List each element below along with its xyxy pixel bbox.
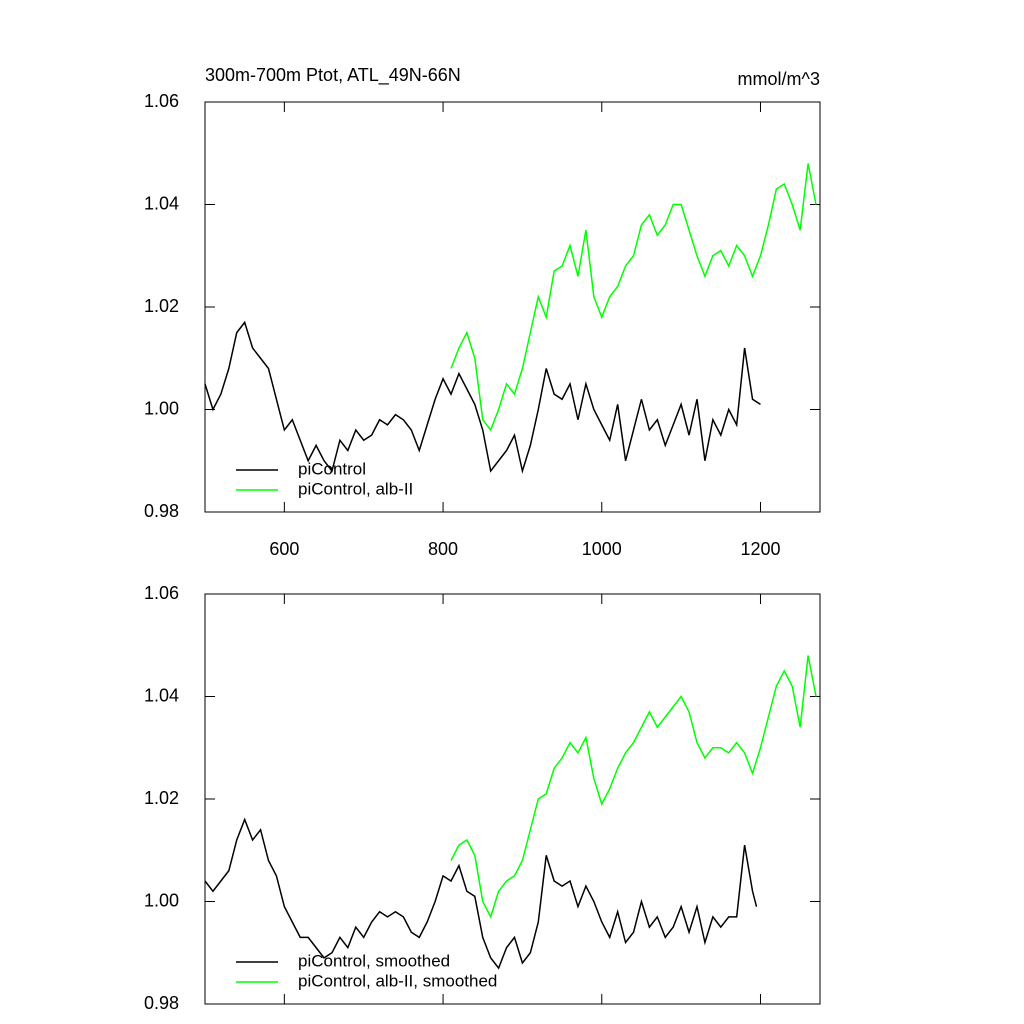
y-tick-label: 1.04 (144, 685, 179, 705)
data-line (450, 163, 817, 432)
legend-label: piControl (298, 459, 366, 478)
y-tick-label: 1.02 (144, 296, 179, 316)
x-tick-label: 1200 (740, 539, 780, 559)
legend-label: piControl, alb-II (298, 479, 413, 498)
y-tick-label: 1.06 (144, 583, 179, 603)
data-line (204, 817, 758, 970)
unit-label: mmol/m^3 (738, 69, 820, 89)
plot-frame (204, 101, 821, 513)
legend-label: piControl, alb-II, smoothed (298, 971, 497, 990)
y-tick-label: 1.00 (144, 398, 179, 418)
x-tick-label: 1000 (582, 539, 622, 559)
y-tick-label: 0.98 (144, 501, 179, 521)
y-tick-label: 0.98 (144, 993, 179, 1013)
x-tick-label: 800 (428, 539, 458, 559)
y-tick-label: 1.00 (144, 890, 179, 910)
chart-title: 300m-700m Ptot, ATL_49N-66N (205, 65, 461, 86)
y-tick-label: 1.06 (144, 91, 179, 111)
data-line (450, 655, 817, 919)
legend-label: piControl, smoothed (298, 951, 450, 970)
plot-frame (204, 593, 821, 1005)
y-tick-label: 1.02 (144, 788, 179, 808)
data-line (204, 320, 761, 474)
y-tick-label: 1.04 (144, 193, 179, 213)
x-tick-label: 600 (269, 539, 299, 559)
